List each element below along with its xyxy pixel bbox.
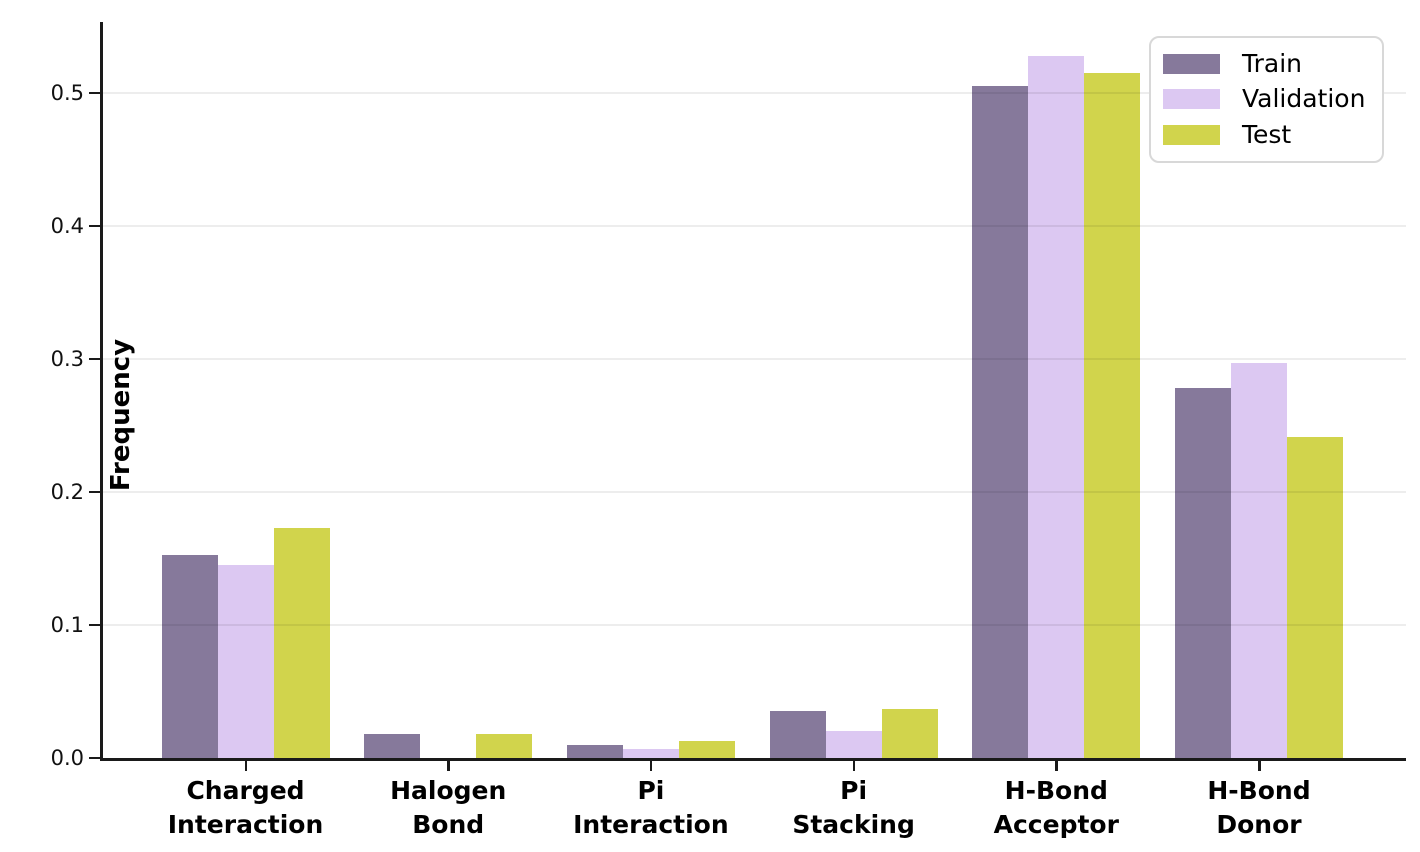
bar-test-pi-stacking (881, 709, 938, 758)
y-tick-mark (89, 357, 100, 360)
legend-item-train: Train (1163, 48, 1370, 78)
bar-validation-pi-stacking (825, 731, 882, 758)
gridline-0.1 (103, 624, 1406, 626)
legend-swatch-train (1163, 53, 1220, 74)
legend-label-train: Train (1242, 48, 1302, 78)
y-tick-label: 0.2 (50, 480, 84, 504)
legend-item-validation: Validation (1163, 85, 1370, 113)
x-tick-mark (1055, 761, 1058, 771)
bar-train-h-bond-acceptor (972, 86, 1029, 758)
x-tick-label-pi-stacking: Pi Stacking (792, 776, 915, 839)
gridline-0.3 (103, 358, 1406, 360)
bar-train-h-bond-donor (1175, 388, 1231, 758)
x-tick-label-charged-interaction: Charged Interaction (167, 776, 324, 839)
x-tick-label-pi-interaction: Pi Interaction (573, 776, 729, 839)
x-tick-label-halogen-bond: Halogen Bond (390, 776, 507, 839)
x-tick-mark (244, 761, 247, 771)
gridline-0.2 (103, 491, 1406, 493)
y-tick-mark (89, 490, 100, 493)
bar-test-charged-interaction (273, 528, 330, 758)
y-tick-label: 0.0 (50, 746, 84, 770)
y-tick-mark (89, 623, 100, 626)
x-tick-mark (447, 761, 450, 771)
legend-label-test: Test (1242, 120, 1292, 150)
bar-test-h-bond-donor (1287, 437, 1343, 758)
x-tick-mark (852, 761, 856, 771)
y-tick-mark (89, 756, 100, 759)
bar-test-pi-interaction (678, 741, 735, 758)
bar-validation-pi-interaction (622, 749, 679, 758)
bar-validation-h-bond-acceptor (1028, 56, 1085, 758)
y-tick-mark (89, 224, 100, 227)
y-tick-label: 0.3 (50, 347, 84, 371)
y-tick-mark (89, 91, 100, 94)
bar-train-pi-interaction (566, 745, 623, 758)
bar-validation-charged-interaction (217, 565, 274, 758)
legend-swatch-test (1163, 125, 1220, 146)
legend-item-test: Test (1163, 121, 1370, 149)
bar-train-pi-stacking (769, 711, 826, 758)
legend: Train Validation Test (1149, 36, 1384, 163)
bar-test-h-bond-acceptor (1084, 73, 1141, 758)
x-tick-label-h-bond-donor: H-Bond Donor (1207, 776, 1311, 839)
y-tick-label: 0.4 (50, 214, 84, 238)
bar-validation-h-bond-donor (1231, 363, 1287, 758)
y-axis-title: Frequency (106, 338, 136, 492)
x-tick-label-h-bond-acceptor: H-Bond Acceptor (993, 776, 1119, 839)
bar-train-halogen-bond (364, 734, 421, 758)
bar-train-charged-interaction (161, 555, 218, 758)
legend-swatch-validation (1163, 89, 1220, 110)
x-tick-mark (649, 761, 653, 771)
bar-test-halogen-bond (476, 734, 533, 758)
legend-label-validation: Validation (1242, 84, 1366, 114)
y-tick-label: 0.5 (50, 81, 84, 105)
x-tick-mark (1258, 761, 1261, 771)
y-tick-label: 0.1 (50, 613, 84, 637)
plot-area: Charged Interaction Halogen Bond Pi Intera… (89, 22, 1406, 839)
gridline-0.4 (103, 225, 1406, 227)
gridline-0.5 (103, 92, 1406, 94)
